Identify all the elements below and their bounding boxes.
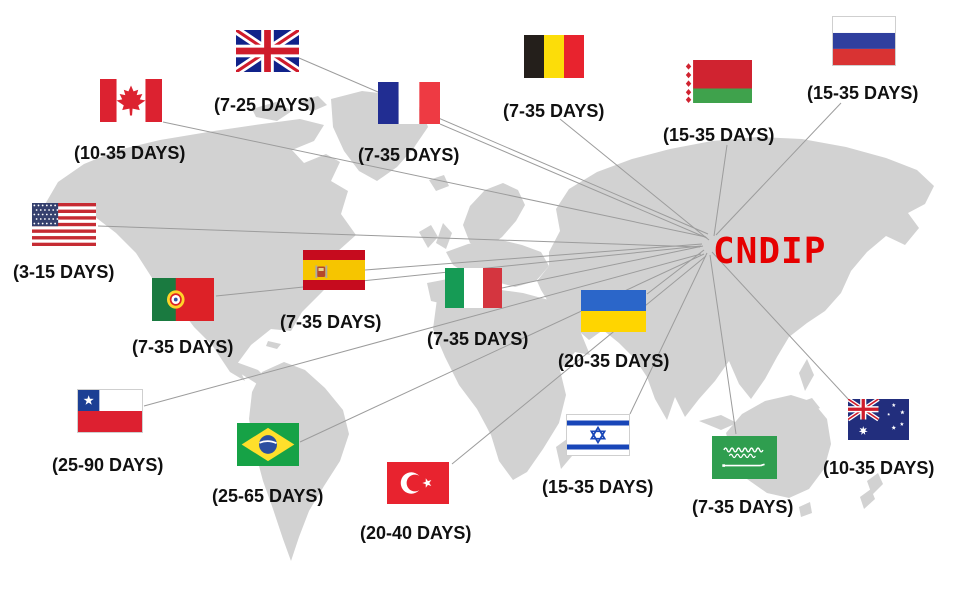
route-line-chile [143,253,702,407]
portugal-days-label: (7-35 DAYS) [132,337,234,357]
usa-flag-icon [32,203,96,246]
uk-days-label: (7-25 DAYS) [214,95,316,115]
australia-days-label: (10-35 DAYS) [823,458,935,478]
map-africa [433,289,590,480]
map-new-zealand-2 [860,489,875,509]
turkey-days-label: (20-40 DAYS) [360,523,472,543]
route-line-russia [715,102,842,236]
belarus-flag-icon [684,60,752,103]
route-line-spain [364,243,703,271]
saudi-arabia-days-label: (7-35 DAYS) [692,497,794,517]
route-line-usa [97,225,701,248]
usa-days-label: (3-15 DAYS) [13,262,115,282]
uk-flag-icon [236,30,299,72]
route-line-australia [711,251,850,401]
france-flag-icon [378,82,440,124]
route-line-brazil [299,253,705,443]
map-indonesia-1 [699,415,737,430]
brazil-days-label: (25-65 DAYS) [212,486,324,506]
belgium-days-label: (7-35 DAYS) [503,101,605,121]
saudi-arabia-flag-icon [712,436,777,479]
route-line-canada [162,121,707,238]
map-japan [841,216,868,262]
belarus-days-label: (15-35 DAYS) [663,125,775,145]
israel-flag-icon [566,414,630,456]
belgium-flag-icon [524,35,584,78]
australia-flag-icon [848,399,909,440]
turkey-flag-icon [387,462,449,504]
spain-days-label: (7-35 DAYS) [280,312,382,332]
route-line-saudi-arabia [709,254,737,435]
russia-days-label: (15-35 DAYS) [807,83,919,103]
brazil-flag-icon [237,423,299,466]
route-line-belgium [559,118,710,241]
map-sakhalin [831,185,847,217]
italy-days-label: (7-35 DAYS) [427,329,529,349]
map-north-america [44,119,356,381]
route-line-uk [298,57,709,235]
route-line-turkey [451,255,707,465]
portugal-flag-icon [152,278,214,321]
map-tasmania [799,502,812,517]
route-line-belarus [713,144,728,237]
ukraine-flag-icon [581,290,646,332]
route-line-france [439,123,708,239]
route-line-israel [629,252,708,415]
map-british-isles-2 [436,223,452,249]
canada-days-label: (10-35 DAYS) [74,143,186,163]
france-days-label: (7-35 DAYS) [358,145,460,165]
map-arctic-island-2 [300,96,327,112]
map-caribbean [266,341,281,349]
route-line-italy [501,245,704,289]
russia-flag-icon [832,16,896,66]
map-british-isles-1 [419,225,438,248]
map-philippines [799,359,814,391]
spain-flag-icon [303,250,365,290]
canada-flag-icon [100,79,162,122]
map-scandinavia [463,183,525,249]
israel-days-label: (15-35 DAYS) [542,477,654,497]
chile-flag-icon [77,389,143,433]
map-south-america [249,362,349,561]
map-arctic-island-1 [252,102,292,121]
route-line-ukraine [646,249,705,295]
ukraine-days-label: (20-35 DAYS) [558,351,670,371]
chile-days-label: (25-90 DAYS) [52,455,164,475]
brand-label: CNDIP [713,231,827,272]
italy-flag-icon [445,268,502,308]
